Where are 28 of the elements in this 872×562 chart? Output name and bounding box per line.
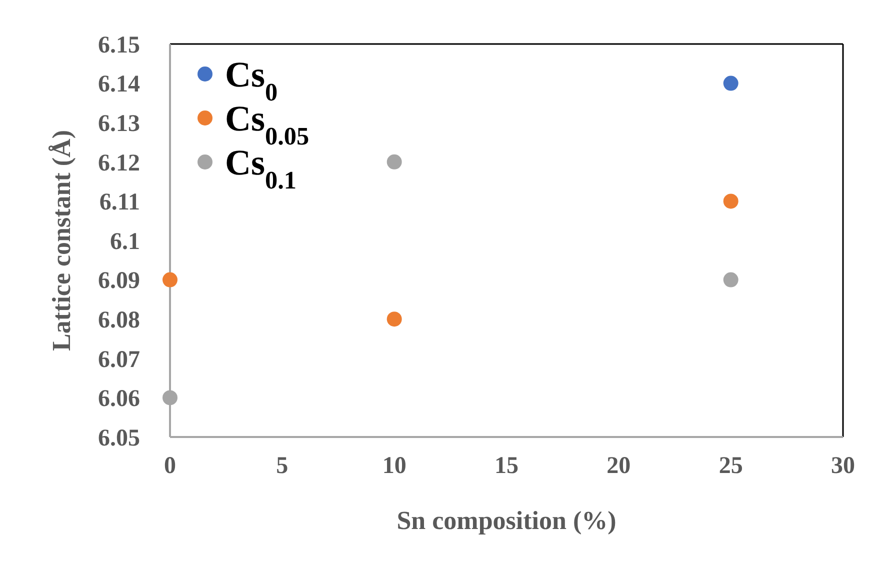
x-tick-label: 25 <box>718 453 743 479</box>
x-tick-label: 30 <box>831 453 855 479</box>
y-tick-label: 6.06 <box>98 386 140 412</box>
y-tick-label: 6.13 <box>98 111 140 137</box>
y-axis-title: Lattice constant (Å) <box>47 130 76 351</box>
legend-label: Cs$_{0}$ <box>225 54 278 106</box>
y-tick-label: 6.14 <box>98 72 140 98</box>
x-tick-label: 20 <box>606 453 631 479</box>
y-tick-label: 6.12 <box>98 150 140 176</box>
x-axis-title: Sn composition (%) <box>396 506 616 535</box>
point <box>723 76 738 91</box>
x-tick-label: 5 <box>276 453 288 479</box>
y-tick-label: 6.07 <box>98 346 140 373</box>
y-tick-label: 6.11 <box>99 190 140 216</box>
y-tick-label: 6.09 <box>98 268 140 294</box>
y-tick-label: 6.15 <box>98 32 140 58</box>
y-tick-label: 6.08 <box>98 308 140 334</box>
point <box>723 272 738 288</box>
x-tick-label: 10 <box>382 453 406 479</box>
point <box>162 390 178 406</box>
y-tick-label: 6.1 <box>110 228 140 255</box>
point <box>162 272 178 288</box>
y-tick-label: 6.05 <box>98 425 140 452</box>
x-tick-label: 15 <box>494 453 518 479</box>
point <box>723 194 738 209</box>
point <box>386 154 402 170</box>
x-tick-label: 0 <box>164 453 176 479</box>
point <box>386 312 402 327</box>
